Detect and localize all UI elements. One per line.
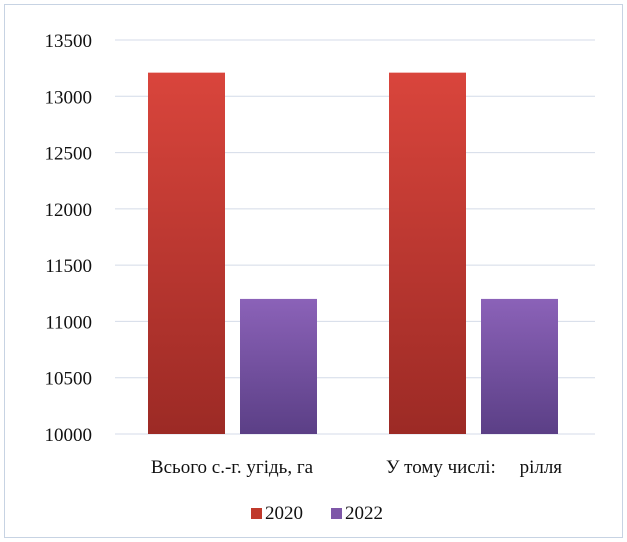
y-tick-label: 13000 [45,87,93,108]
x-category-label: У тому числі: рілля [386,457,562,478]
x-axis-categories: Всього с.-г. угідь, га У тому числі: рілл… [151,457,562,478]
bar-2020-1 [148,72,225,434]
legend: 2020 2022 [251,503,383,524]
legend-label: 2020 [265,503,303,524]
y-tick-label: 11000 [45,312,92,333]
x-category-label: Всього с.-г. угідь, га [151,457,314,478]
legend-swatch-2022 [331,508,342,519]
y-axis-ticks: 10000 10500 11000 11500 12000 12500 13000 13500 [45,31,93,446]
y-tick-label: 10500 [45,369,93,390]
y-tick-label: 10000 [45,425,93,446]
y-tick-label: 13500 [45,31,93,52]
y-tick-label: 11500 [45,256,92,277]
bars [148,72,558,434]
chart-frame [4,4,623,538]
bar-2022-1 [240,298,317,434]
legend-label: 2022 [345,503,383,524]
bar-2022-2 [481,298,558,434]
y-tick-label: 12000 [45,200,93,221]
bar-2020-2 [389,72,466,434]
legend-swatch-2020 [251,508,262,519]
y-tick-label: 12500 [45,144,93,165]
